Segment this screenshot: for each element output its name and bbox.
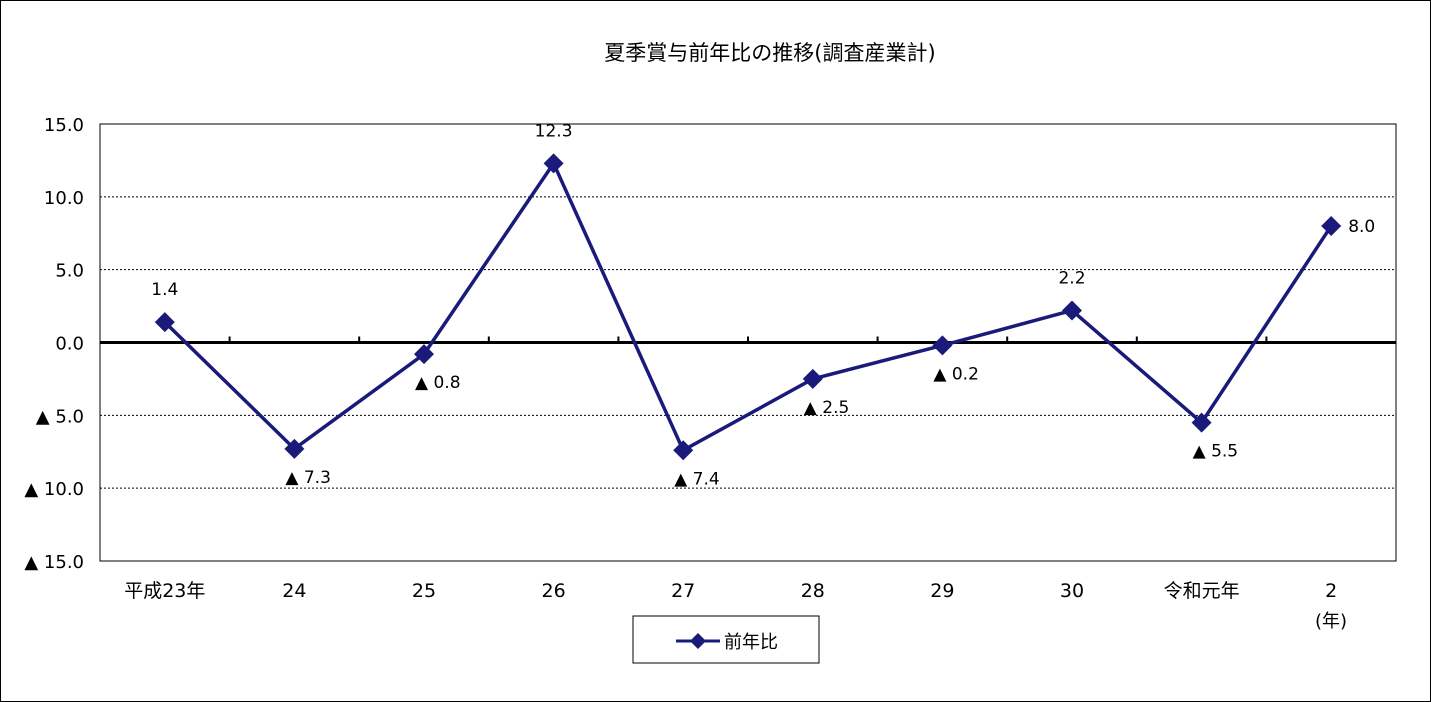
x-axis-unit-label: (年) bbox=[1315, 611, 1347, 632]
legend-marker bbox=[690, 633, 706, 649]
data-label: 12.3 bbox=[535, 121, 573, 141]
x-tick-label: 29 bbox=[930, 580, 954, 602]
y-tick-label: ▲ 5.0 bbox=[36, 406, 84, 427]
legend-label: 前年比 bbox=[724, 632, 778, 653]
x-tick-label: 25 bbox=[412, 580, 436, 602]
x-tick-label: 平成23年 bbox=[124, 580, 205, 602]
data-label: 1.4 bbox=[151, 280, 178, 300]
series-line bbox=[163, 159, 1333, 453]
data-label: ▲ 0.8 bbox=[415, 373, 461, 393]
chart-title: 夏季賞与前年比の推移(調査産業計) bbox=[604, 41, 935, 65]
data-point-marker bbox=[414, 344, 434, 365]
data-point-marker bbox=[154, 312, 175, 333]
data-label: ▲ 5.5 bbox=[1193, 442, 1239, 462]
data-point-marker bbox=[1321, 215, 1342, 236]
data-label: ▲ 7.3 bbox=[285, 468, 331, 488]
x-tick-label: 30 bbox=[1060, 580, 1084, 602]
data-point-marker bbox=[1191, 412, 1212, 433]
x-tick-label: 28 bbox=[801, 580, 825, 602]
x-tick-label: 26 bbox=[542, 580, 566, 602]
y-tick-label: 0.0 bbox=[55, 334, 84, 355]
y-tick-label: 15.0 bbox=[44, 115, 84, 136]
plot-area: 15.0 10.0 5.0 0.0 ▲ 5.0 ▲ 10.0 ▲ 15.0 平成23年 24 25… bbox=[24, 115, 1397, 602]
data-point-marker bbox=[1062, 300, 1082, 321]
x-tick-label: 27 bbox=[671, 580, 695, 602]
y-tick-label: 10.0 bbox=[44, 188, 84, 209]
x-tick-label: 2 bbox=[1325, 580, 1337, 602]
legend: 前年比 bbox=[632, 615, 820, 664]
data-point-marker bbox=[673, 440, 694, 461]
x-tick-label: 令和元年 bbox=[1164, 580, 1240, 602]
x-tick-label: 24 bbox=[282, 580, 306, 602]
data-label: ▲ 7.4 bbox=[674, 469, 720, 489]
data-label: ▲ 0.2 bbox=[933, 364, 979, 384]
data-label: 8.0 bbox=[1348, 217, 1375, 237]
y-tick-label: ▲ 15.0 bbox=[24, 552, 84, 573]
data-label: ▲ 2.5 bbox=[804, 398, 850, 418]
y-tick-label: 5.0 bbox=[55, 261, 84, 282]
data-point-marker bbox=[802, 368, 823, 389]
data-point-marker bbox=[932, 335, 953, 356]
y-tick-label: ▲ 10.0 bbox=[24, 479, 84, 500]
data-label: 2.2 bbox=[1058, 268, 1085, 288]
data-point-marker bbox=[543, 153, 564, 174]
data-point-marker bbox=[284, 438, 305, 459]
legend-box bbox=[632, 615, 820, 664]
